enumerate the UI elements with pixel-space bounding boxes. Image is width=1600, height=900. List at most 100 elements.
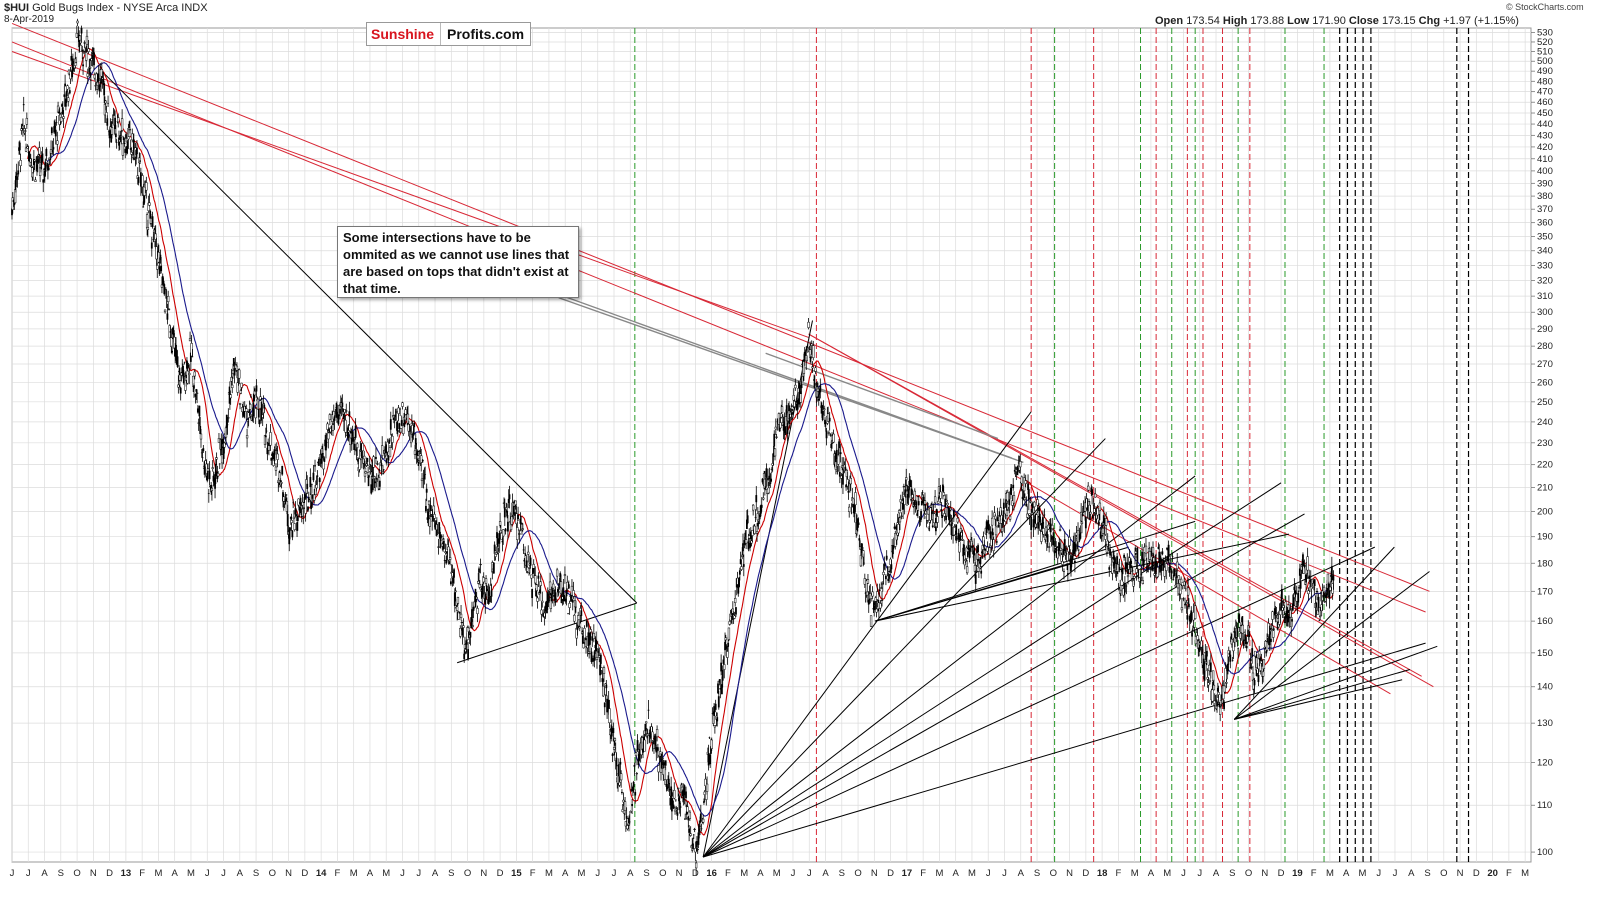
candle-down <box>1151 559 1154 571</box>
candle-up <box>1200 640 1203 648</box>
candle-up <box>345 410 348 412</box>
candle-up <box>359 450 363 452</box>
candle-down <box>1162 560 1165 566</box>
candle-down <box>504 528 507 532</box>
candle-down <box>617 764 620 777</box>
candle-down <box>717 683 719 694</box>
candle-down <box>1027 489 1030 501</box>
candle-up <box>1042 528 1045 535</box>
candle-down <box>423 474 426 480</box>
candle-up <box>1096 507 1099 516</box>
y-tick-label: 520 <box>1537 37 1553 48</box>
x-tick-label: N <box>871 868 878 879</box>
candle-down <box>959 534 962 541</box>
x-tick-label: J <box>807 868 812 879</box>
candle-up <box>751 530 754 536</box>
candle-up <box>793 401 796 407</box>
candle-down <box>413 423 416 428</box>
candle-up <box>1134 551 1137 554</box>
candle-up <box>49 149 53 154</box>
candle-down <box>1223 701 1225 710</box>
candle-down <box>206 472 209 481</box>
candle-up <box>655 729 659 738</box>
candle-down <box>316 475 319 477</box>
candle-down <box>114 133 117 138</box>
candle-down <box>302 515 305 517</box>
candle-down <box>678 797 680 802</box>
candle-up <box>227 417 230 419</box>
candle-up <box>871 591 874 597</box>
candle-down <box>605 684 608 689</box>
candle-down <box>351 431 354 437</box>
candle-down <box>1184 603 1186 606</box>
candle-down <box>257 409 260 418</box>
candle-up <box>1012 495 1016 504</box>
candle-up <box>535 584 538 591</box>
candle-down <box>632 781 635 788</box>
candle-up <box>536 597 539 602</box>
candle-down <box>514 512 516 516</box>
candle-down <box>525 560 528 568</box>
candle-down <box>270 457 273 461</box>
candle-down <box>788 413 791 422</box>
candle-up <box>634 752 638 757</box>
candle-down <box>785 405 788 415</box>
x-tick-label: N <box>1261 868 1268 879</box>
candle-down <box>469 631 472 638</box>
candle-down <box>54 129 57 137</box>
x-tick-label: A <box>1213 868 1220 879</box>
candle-up <box>1051 525 1054 529</box>
candle-down <box>824 421 827 424</box>
candle-up <box>30 165 33 168</box>
candle-up <box>456 597 460 604</box>
candle-down <box>321 452 324 455</box>
candle-up <box>479 563 482 566</box>
candle-down <box>1234 637 1236 639</box>
candle-down <box>202 448 205 452</box>
candle-down <box>1227 663 1229 672</box>
candle-up <box>994 515 997 520</box>
candle-up <box>1020 476 1023 484</box>
y-tick-label: 250 <box>1537 397 1553 408</box>
candle-up <box>887 566 891 572</box>
candle-up <box>482 577 485 583</box>
candle-up <box>406 413 410 424</box>
candle-down <box>1253 680 1256 686</box>
candle-down <box>1022 491 1025 493</box>
x-tick-label: M <box>382 868 390 879</box>
candle-down <box>1161 551 1164 555</box>
candle-up <box>555 599 558 602</box>
candle-up <box>177 384 180 388</box>
candle-up <box>1295 593 1298 602</box>
candle-down <box>884 564 887 566</box>
candle-down <box>394 414 397 417</box>
candle-down <box>940 509 943 512</box>
candle-up <box>478 583 481 588</box>
candle-down <box>126 141 129 150</box>
candle-up <box>704 778 707 787</box>
candle-down <box>553 590 556 591</box>
candle-down <box>178 370 181 373</box>
candle-down <box>431 520 434 522</box>
candle-down <box>1297 593 1300 603</box>
candle-down <box>368 475 370 478</box>
candle-up <box>598 655 601 658</box>
candle-up <box>657 765 660 773</box>
candle-down <box>63 94 66 97</box>
candle-up <box>807 321 810 328</box>
candle-up <box>945 499 948 502</box>
x-tick-label: A <box>1148 868 1155 879</box>
candle-down <box>1055 548 1058 553</box>
x-tick-label: 14 <box>316 868 327 879</box>
candle-down <box>1241 617 1243 623</box>
candle-up <box>195 392 199 394</box>
candle-down <box>1154 561 1157 573</box>
candle-up <box>1076 530 1080 543</box>
candle-down <box>303 493 306 499</box>
candle-down <box>403 419 406 425</box>
candle-down <box>746 515 749 524</box>
candle-down <box>1318 620 1321 622</box>
candle-up <box>802 361 806 374</box>
candle-up <box>79 45 82 52</box>
resistance-line <box>1015 475 1391 695</box>
